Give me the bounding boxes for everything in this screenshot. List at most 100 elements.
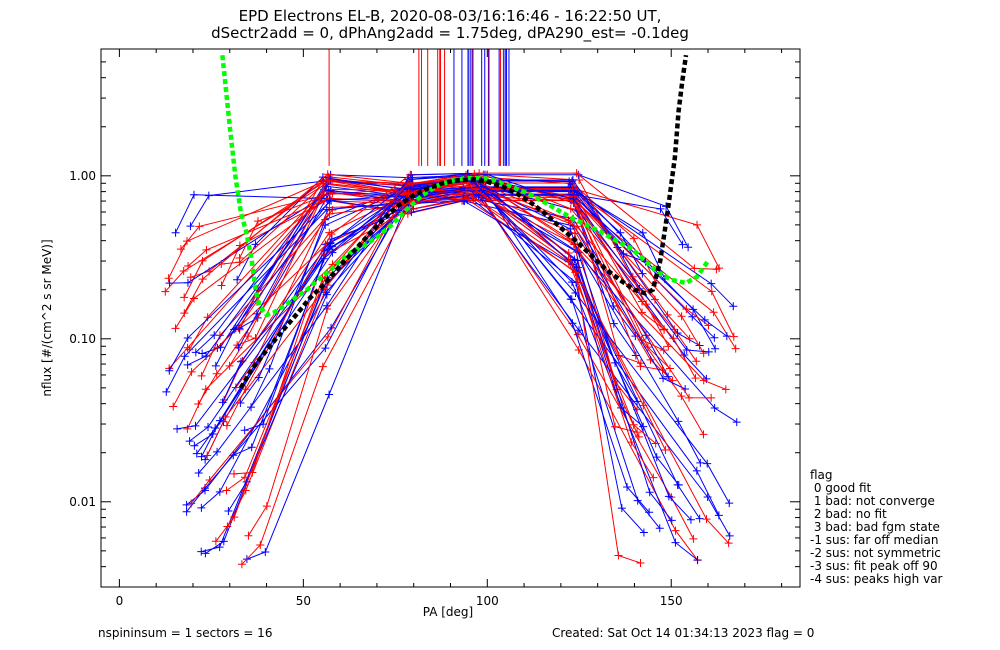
flux-trace [183, 173, 726, 390]
plus-marker [721, 385, 730, 394]
plus-marker [650, 295, 659, 304]
plus-marker [568, 176, 577, 185]
plus-marker [710, 403, 719, 412]
plus-marker [699, 430, 708, 439]
plus-marker [724, 539, 733, 548]
flux-trace [198, 172, 692, 521]
plus-marker [235, 258, 244, 267]
plus-marker [187, 367, 196, 376]
plus-marker [659, 346, 668, 355]
plus-marker [318, 362, 327, 371]
legend-item: 3 bad: bad fgm state [810, 520, 940, 534]
plus-marker [574, 326, 583, 335]
plus-marker [645, 488, 654, 497]
plus-marker [256, 541, 265, 550]
plus-marker [240, 426, 249, 435]
plus-marker [699, 349, 708, 358]
plus-marker [684, 243, 693, 252]
plus-marker [191, 421, 200, 430]
plus-marker [685, 334, 694, 343]
flux-trace [165, 186, 734, 393]
plus-marker [682, 346, 691, 355]
plus-marker [690, 264, 699, 273]
flag-legend: flag 0 good fit 1 bad: not converge 2 ba… [810, 469, 942, 586]
plus-marker [651, 439, 660, 448]
y-tick-label: 0.01 [69, 495, 96, 509]
plus-marker [633, 496, 642, 505]
plus-marker [663, 310, 672, 319]
plus-marker [703, 493, 712, 502]
plus-marker [619, 249, 628, 258]
plus-marker [185, 437, 194, 446]
plus-marker [208, 429, 217, 438]
plus-marker [237, 560, 246, 569]
plus-marker [729, 332, 738, 341]
plus-marker [205, 476, 214, 485]
plus-marker [325, 228, 334, 237]
plus-marker [322, 301, 331, 310]
x-tick-label: 150 [660, 594, 683, 608]
plus-marker [187, 499, 196, 508]
plus-marker [323, 332, 332, 341]
plus-marker [171, 228, 180, 237]
plus-marker [573, 330, 582, 339]
plus-marker [664, 492, 673, 501]
plus-marker [217, 260, 226, 269]
plus-marker [639, 422, 648, 431]
plus-marker [259, 420, 268, 429]
flux-trace [235, 190, 665, 388]
chart-subtitle: dSectr2add = 0, dPhAng2add = 1.75deg, dP… [211, 24, 689, 42]
plus-marker [649, 473, 658, 482]
plus-marker [671, 538, 680, 547]
plus-marker [230, 513, 239, 522]
plus-marker [231, 383, 240, 392]
plus-marker [704, 347, 713, 356]
plus-marker [230, 325, 239, 334]
flux-trace [187, 190, 666, 366]
plus-marker [460, 186, 469, 195]
plus-marker [731, 344, 740, 353]
plus-marker [616, 228, 625, 237]
green-dashed-series [220, 54, 710, 318]
plus-marker [674, 417, 683, 426]
flux-trace [201, 187, 643, 553]
plus-marker [222, 486, 231, 495]
plus-marker [567, 278, 576, 287]
plus-marker [211, 537, 220, 546]
plus-marker [609, 319, 618, 328]
x-tick-label: 0 [116, 594, 124, 608]
plus-marker [215, 487, 224, 496]
plus-marker [566, 224, 575, 233]
plus-marker [182, 507, 191, 516]
plus-marker [463, 169, 472, 178]
plus-marker [407, 170, 416, 179]
plus-marker [660, 325, 669, 334]
plus-marker [183, 360, 192, 369]
plus-marker [614, 551, 623, 560]
plus-marker [689, 534, 698, 543]
x-axis-label: PA [deg] [422, 605, 474, 619]
plus-marker [200, 486, 209, 495]
flux-trace [241, 195, 671, 565]
legend-item: 2 bad: no fit [810, 507, 887, 521]
plus-marker [173, 424, 182, 433]
plus-marker [211, 361, 220, 370]
plus-marker [219, 537, 228, 546]
legend-title: flag [810, 468, 833, 482]
flux-trace [215, 185, 638, 402]
flux-trace [188, 188, 735, 350]
plus-marker [691, 374, 700, 383]
plus-marker [659, 374, 668, 383]
chart-title: EPD Electrons EL-B, 2020-08-03/16:16:46 … [238, 7, 662, 25]
plus-marker [322, 290, 331, 299]
plus-marker [677, 392, 686, 401]
plus-marker [700, 315, 709, 324]
plus-marker [725, 499, 734, 508]
x-tick-label: 50 [296, 594, 311, 608]
plus-marker [568, 185, 577, 194]
plus-marker [180, 293, 189, 302]
plus-marker [711, 344, 720, 353]
plus-marker [693, 220, 702, 229]
plus-marker [222, 421, 231, 430]
flux-trace [190, 173, 697, 504]
